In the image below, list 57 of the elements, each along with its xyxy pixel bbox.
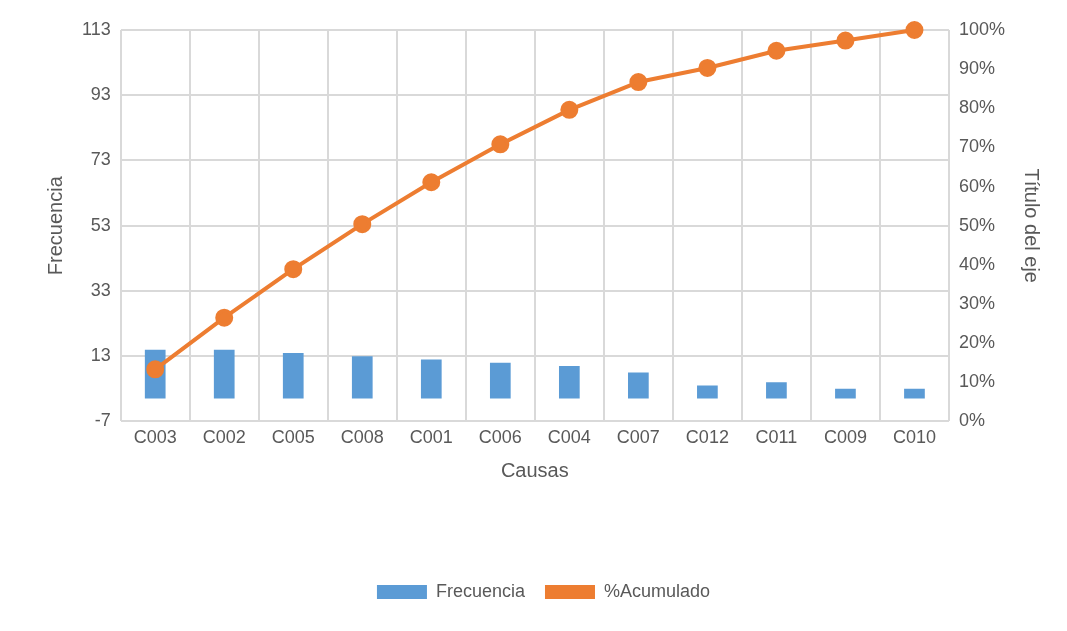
point	[422, 173, 441, 192]
y2-tick-label: 30%	[958, 292, 995, 313]
y2-tick-label: 90%	[958, 58, 995, 79]
legend-label: %Acumulado	[603, 580, 711, 601]
bar	[489, 362, 511, 399]
x-tick-label: C012	[685, 427, 729, 448]
x-tick-label: C005	[271, 427, 315, 448]
legend-label: Frecuencia	[435, 580, 526, 601]
x-tick-label: C001	[409, 427, 453, 448]
point	[215, 308, 234, 327]
x-tick-label: C010	[892, 427, 936, 448]
y-tick-label: 113	[81, 18, 111, 39]
y-axis-title: Frecuencia	[43, 175, 66, 276]
point	[629, 73, 648, 92]
bar	[351, 356, 373, 399]
y2-tick-label: 100%	[958, 18, 1006, 39]
y-tick-label: 93	[90, 84, 111, 105]
x-axis-title: Causas	[500, 458, 569, 481]
y-tick-label: 73	[90, 149, 111, 170]
bar	[628, 372, 649, 399]
x-tick-label: C002	[202, 427, 246, 448]
point	[560, 100, 579, 119]
x-tick-label: C003	[133, 427, 177, 448]
y2-tick-label: 20%	[958, 332, 995, 353]
point	[767, 41, 786, 60]
point	[698, 58, 717, 77]
x-tick-label: C011	[755, 427, 798, 448]
x-tick-label: C009	[823, 427, 867, 448]
point	[905, 21, 924, 39]
bar	[213, 349, 235, 399]
point	[836, 31, 855, 50]
point	[491, 135, 510, 154]
bar	[697, 385, 718, 399]
y-tick-label: 33	[90, 279, 111, 300]
y2-tick-label: 0%	[958, 410, 985, 431]
point	[284, 260, 303, 279]
y-tick-label: 13	[90, 345, 111, 366]
y2-tick-label: 60%	[958, 175, 995, 196]
y2-tick-label: 80%	[958, 97, 995, 118]
y-tick-label: -7	[94, 410, 111, 431]
bar	[904, 388, 925, 399]
point	[353, 215, 372, 234]
bar	[835, 388, 856, 399]
y2-tick-label: 50%	[958, 214, 995, 235]
bar	[558, 365, 580, 399]
y-tick-label: 53	[90, 214, 111, 235]
y2-tick-label: 10%	[958, 371, 995, 392]
y2-axis-title: Título del eje	[1021, 168, 1044, 283]
y2-tick-label: 70%	[958, 136, 995, 157]
x-tick-label: C007	[616, 427, 660, 448]
y2-tick-label: 40%	[958, 253, 995, 274]
x-tick-label: C008	[340, 427, 384, 448]
x-tick-label: C006	[478, 427, 522, 448]
bar	[420, 359, 442, 399]
bar	[766, 382, 787, 399]
x-tick-label: C004	[547, 427, 591, 448]
bar	[282, 352, 304, 399]
